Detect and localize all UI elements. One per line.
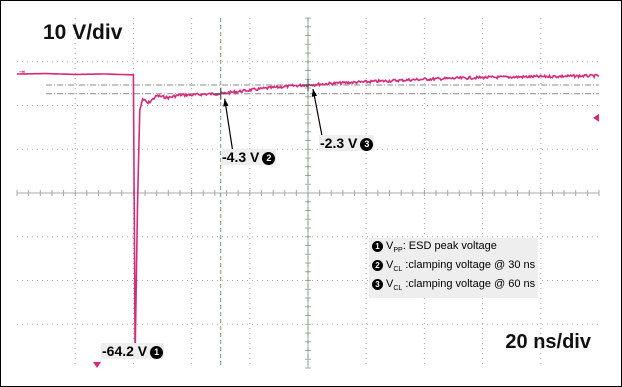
annotation-arrow-60ns-head [311, 88, 318, 97]
legend-item: 1 VPP: ESD peak voltage [372, 239, 535, 258]
legend-subscript: CL [393, 285, 403, 293]
clamp-30ns-value: -4.3 V [222, 149, 260, 165]
legend-text: :clamping voltage @ 60 ns [402, 278, 536, 291]
legend-text: : ESD peak voltage [402, 240, 497, 252]
legend-marker-2: 2 [372, 259, 383, 271]
marker-1-badge: 1 [150, 345, 164, 359]
clamp-60ns-value: -2.3 V [320, 135, 358, 151]
legend-symbol: V [386, 240, 394, 252]
annotation-arrow-30ns [224, 98, 234, 154]
peak-voltage-value: -64.2 V [102, 343, 148, 359]
annotation-arrow-30ns-head [223, 98, 229, 107]
annotation-arrow-60ns [312, 88, 324, 142]
legend-marker-3: 3 [372, 278, 383, 290]
trigger-level-indicator [593, 113, 599, 122]
legend-symbol: V [386, 278, 394, 291]
legend-marker-1: 1 [372, 240, 383, 252]
legend-item: 2 VCL :clamping voltage @ 30 ns [372, 258, 535, 277]
marker-3-badge: 3 [360, 137, 374, 151]
legend-symbol: V [386, 259, 394, 272]
legend-subscript: PP [393, 247, 403, 255]
legend-item: 3 VCL :clamping voltage @ 60 ns [372, 277, 535, 296]
legend: 1 VPP: ESD peak voltage 2 VCL :clamping vo… [369, 238, 539, 298]
trigger-position-indicator [93, 362, 101, 368]
volts-per-div-label: 10 V/div [43, 21, 123, 44]
channel-ground-marker: ⇥ [19, 69, 25, 76]
time-per-div-label: 20 ns/div [505, 331, 591, 353]
legend-text: :clamping voltage @ 30 ns [402, 259, 536, 272]
marker-2-badge: 2 [262, 151, 276, 165]
legend-subscript: CL [393, 266, 403, 274]
